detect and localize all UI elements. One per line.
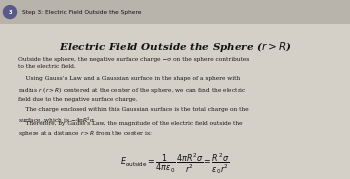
Text: $E_{\mathrm{outside}} = \dfrac{1}{4\pi\varepsilon_0}\,\dfrac{4\pi R^2\sigma}{r^2: $E_{\mathrm{outside}} = \dfrac{1}{4\pi\v…	[120, 151, 230, 176]
Text: Outside the sphere, the negative surface charge −σ on the sphere contributes
to : Outside the sphere, the negative surface…	[18, 57, 249, 69]
Text: Using Gauss’s Law and a Gaussian surface in the shape of a sphere with
radius $r: Using Gauss’s Law and a Gaussian surface…	[18, 76, 247, 102]
Text: The charge enclosed within this Gaussian surface is the total charge on the
surf: The charge enclosed within this Gaussian…	[18, 107, 248, 124]
Circle shape	[4, 6, 16, 19]
Bar	[0, 0, 350, 24]
Text: Electric Field Outside the Sphere ($r > R$): Electric Field Outside the Sphere ($r > …	[58, 40, 292, 54]
Text: Therefore, by Gauss’s Law, the magnitude of the electric field outside the
spher: Therefore, by Gauss’s Law, the magnitude…	[18, 121, 243, 138]
Text: 3: 3	[8, 10, 12, 14]
Text: Step 3: Electric Field Outside the Sphere: Step 3: Electric Field Outside the Spher…	[22, 10, 141, 14]
